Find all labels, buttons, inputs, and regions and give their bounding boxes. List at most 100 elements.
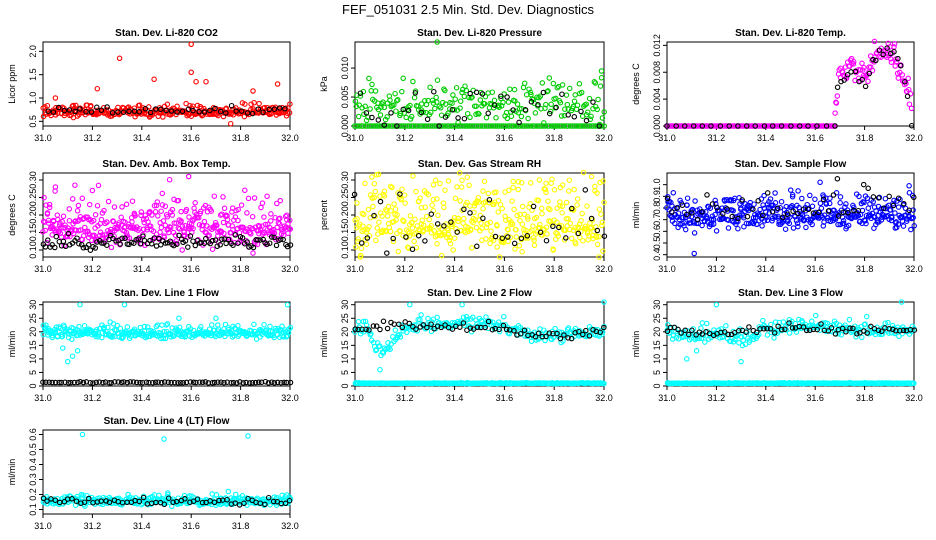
data-point: [844, 72, 851, 78]
data-point: [769, 218, 775, 224]
data-point: [536, 177, 543, 183]
data-point: [397, 191, 403, 197]
data-point: [198, 239, 204, 246]
data-point: [519, 203, 526, 210]
data-point: [809, 203, 816, 210]
data-point: [363, 110, 370, 116]
data-point: [859, 334, 865, 341]
data-point: [132, 213, 138, 219]
data-point: [591, 79, 598, 85]
data-point: [413, 188, 419, 195]
data-point: [735, 215, 741, 222]
data-point: [431, 228, 437, 234]
data-point: [77, 301, 83, 308]
y-tick-label: 2.0: [28, 45, 38, 58]
data-point: [212, 219, 219, 226]
x-tick-label: 31.6: [182, 393, 200, 403]
data-point: [351, 191, 358, 198]
data-point: [461, 115, 468, 122]
data-point: [176, 232, 182, 239]
data-point: [555, 233, 561, 239]
y-tick-label: 30: [340, 300, 350, 310]
data-point: [664, 195, 671, 202]
x-tick-label: 31.0: [346, 393, 364, 403]
data-point: [88, 102, 94, 109]
data-point: [104, 219, 110, 225]
data-point: [892, 63, 898, 69]
data-point: [129, 219, 135, 225]
data-point: [411, 238, 417, 245]
data-point: [268, 234, 275, 240]
data-point: [574, 202, 580, 208]
data-point: [386, 93, 393, 99]
data-point: [76, 240, 82, 247]
data-point: [679, 123, 686, 129]
data-point: [224, 213, 230, 219]
data-point: [691, 250, 697, 257]
data-point: [694, 216, 701, 223]
data-point: [117, 241, 123, 247]
data-point: [371, 123, 378, 129]
data-point: [463, 313, 470, 320]
y-tick-label: 0.6: [652, 225, 662, 238]
data-point: [599, 219, 606, 226]
data-point: [244, 110, 251, 116]
y-tick-label: 0.5: [28, 115, 38, 128]
x-tick-label: 31.8: [545, 264, 563, 274]
y-tick-label: 0.10: [340, 241, 350, 259]
data-point: [546, 75, 553, 81]
data-point: [682, 226, 689, 233]
data-point: [554, 85, 561, 91]
data-point: [250, 244, 257, 251]
data-point: [480, 215, 486, 222]
series-bottom: [352, 379, 607, 387]
data-point: [266, 240, 273, 246]
y-tick-label: 0.000: [652, 115, 662, 138]
data-point: [704, 192, 710, 198]
data-point: [393, 217, 399, 223]
data-point: [893, 58, 900, 65]
data-point: [249, 225, 256, 232]
data-point: [496, 254, 503, 260]
data-point: [542, 105, 548, 111]
chart-title: Stan. Dev. Line 4 (LT) Flow: [104, 416, 230, 427]
data-point: [820, 196, 827, 203]
data-point: [461, 206, 467, 213]
data-point: [239, 235, 246, 241]
data-point: [584, 203, 590, 209]
data-point: [562, 106, 568, 112]
data-point: [377, 112, 384, 118]
y-tick-label: 25: [340, 313, 350, 323]
data-point: [507, 86, 513, 92]
y-tick-label: 0.008: [652, 61, 662, 84]
data-point: [215, 112, 221, 119]
data-point: [891, 48, 897, 55]
data-point: [882, 195, 889, 202]
data-point: [483, 114, 490, 121]
data-point: [473, 224, 480, 231]
y-tick-label: 5: [28, 370, 38, 375]
data-point: [507, 123, 513, 129]
data-point: [391, 102, 397, 108]
data-point: [457, 98, 464, 104]
data-point: [196, 109, 202, 115]
data-point: [72, 108, 78, 115]
data-point: [814, 123, 820, 129]
data-point: [688, 220, 694, 226]
data-point: [775, 205, 781, 211]
data-point: [455, 215, 462, 222]
data-point: [238, 202, 245, 208]
data-point: [244, 210, 250, 216]
data-point: [566, 177, 573, 183]
data-point: [890, 202, 897, 209]
data-point: [584, 109, 591, 115]
series-black: [45, 102, 288, 117]
y-tick-label: 1.0: [652, 178, 662, 191]
data-point: [549, 123, 555, 129]
data-point: [355, 318, 362, 325]
data-point: [788, 123, 794, 129]
x-tick-label: 31.6: [806, 393, 824, 403]
data-point: [235, 217, 241, 224]
data-point: [861, 199, 867, 206]
data-point: [669, 209, 675, 215]
